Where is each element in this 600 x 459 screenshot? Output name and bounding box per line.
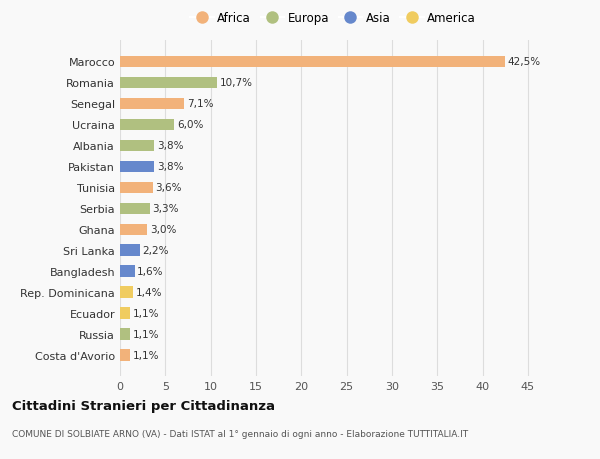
Bar — [120, 140, 154, 152]
Text: 6,0%: 6,0% — [177, 120, 203, 130]
Bar — [120, 287, 133, 298]
Text: 2,2%: 2,2% — [143, 246, 169, 256]
Text: 10,7%: 10,7% — [220, 78, 253, 88]
Bar — [120, 245, 140, 257]
Bar — [120, 56, 505, 68]
Bar — [120, 161, 154, 173]
Text: 1,1%: 1,1% — [133, 308, 159, 319]
Text: 3,8%: 3,8% — [157, 141, 184, 151]
Bar — [120, 203, 150, 215]
Bar — [120, 119, 175, 131]
Bar — [120, 182, 152, 194]
Bar — [120, 350, 130, 361]
Text: 7,1%: 7,1% — [187, 99, 214, 109]
Text: 3,6%: 3,6% — [155, 183, 182, 193]
Text: 1,1%: 1,1% — [133, 350, 159, 360]
Text: 3,3%: 3,3% — [152, 204, 179, 214]
Text: COMUNE DI SOLBIATE ARNO (VA) - Dati ISTAT al 1° gennaio di ogni anno - Elaborazi: COMUNE DI SOLBIATE ARNO (VA) - Dati ISTA… — [12, 429, 468, 438]
Text: 1,6%: 1,6% — [137, 267, 164, 277]
Bar — [120, 266, 134, 277]
Text: 42,5%: 42,5% — [508, 57, 541, 67]
Bar — [120, 98, 184, 110]
Text: 1,4%: 1,4% — [136, 288, 162, 297]
Bar — [120, 308, 130, 319]
Bar — [120, 329, 130, 340]
Bar — [120, 78, 217, 89]
Text: 3,8%: 3,8% — [157, 162, 184, 172]
Text: Cittadini Stranieri per Cittadinanza: Cittadini Stranieri per Cittadinanza — [12, 399, 275, 412]
Text: 1,1%: 1,1% — [133, 330, 159, 340]
Legend: Africa, Europa, Asia, America: Africa, Europa, Asia, America — [185, 7, 481, 29]
Bar — [120, 224, 147, 235]
Text: 3,0%: 3,0% — [150, 225, 176, 235]
